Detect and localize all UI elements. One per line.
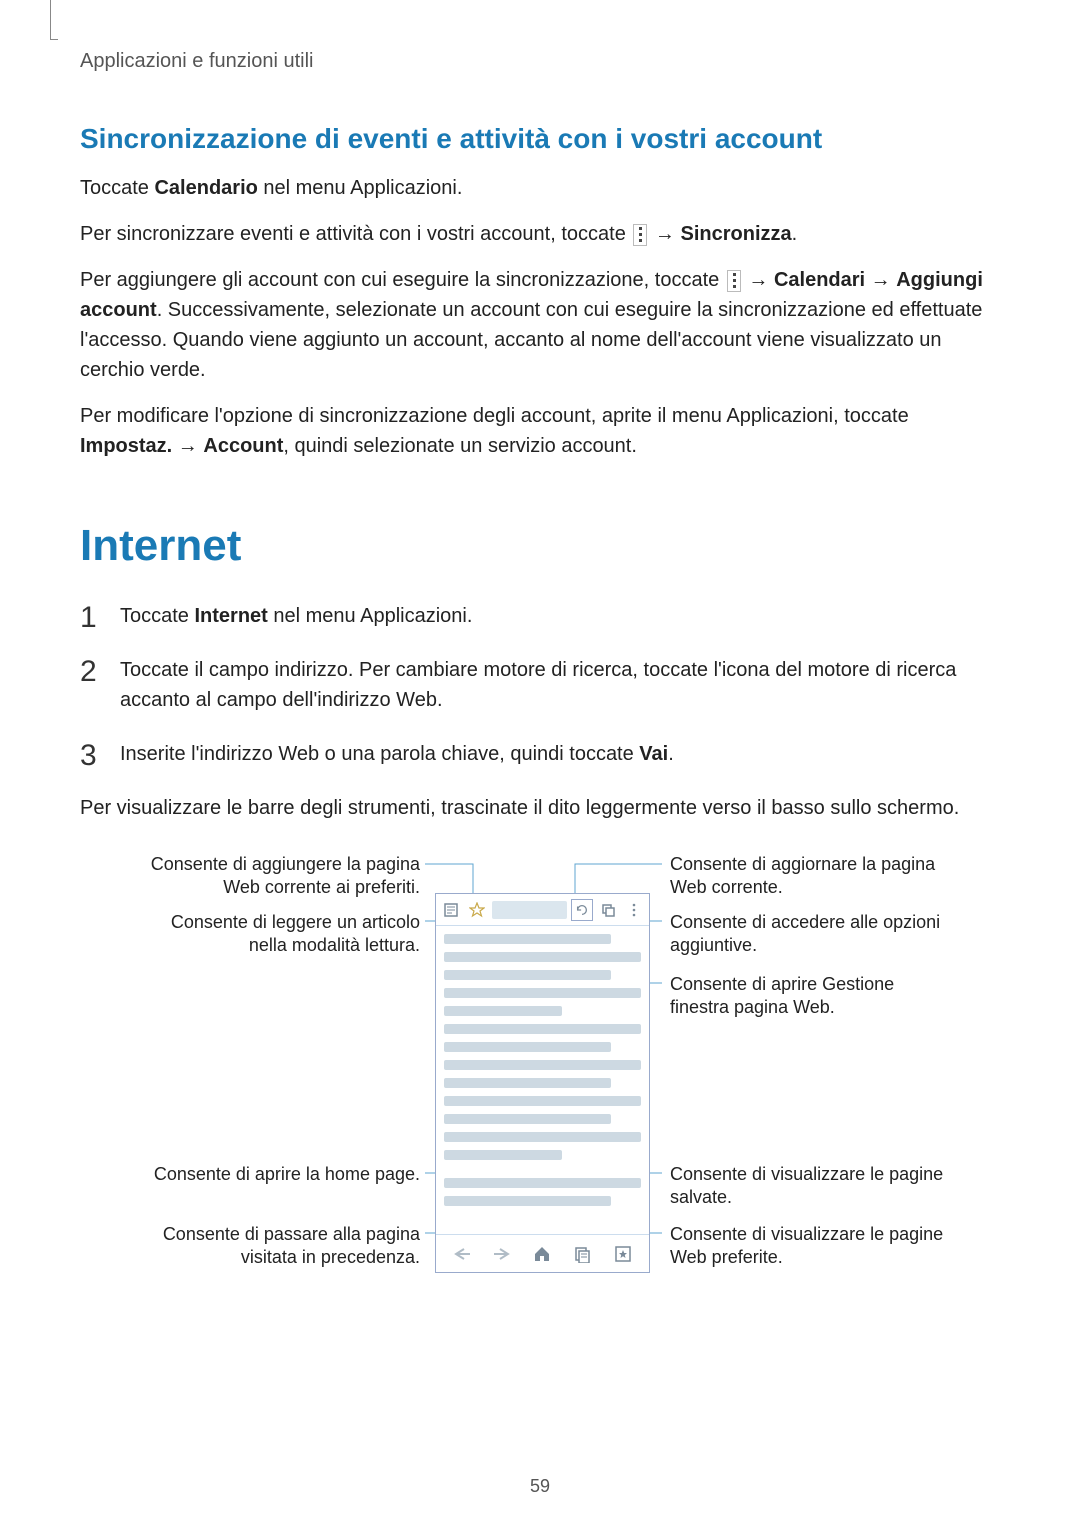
internet-heading: Internet [80, 521, 1000, 571]
text-line [444, 1042, 611, 1052]
saved-pages-icon[interactable] [571, 1242, 595, 1266]
arrow: → [649, 223, 680, 245]
text: Toccate [80, 177, 154, 199]
text-line [444, 1178, 641, 1188]
callout-home: Consente di aprire la home page. [154, 1163, 420, 1186]
text-line [444, 1060, 641, 1070]
text-line [444, 1024, 641, 1034]
callout-bookmarks: Consente di visualizzare le pagine Web p… [670, 1223, 950, 1270]
step-number: 2 [80, 649, 97, 694]
step-number: 3 [80, 733, 97, 778]
text-line [444, 1096, 641, 1106]
step-1: 1 Toccate Internet nel menu Applicazioni… [80, 601, 1000, 631]
text-line [444, 1078, 611, 1088]
text: . [792, 223, 798, 245]
arrow: → [172, 435, 203, 457]
text: Per modificare l'opzione di sincronizzaz… [80, 405, 909, 427]
callout-reload: Consente di aggiornare la pagina Web cor… [670, 853, 950, 900]
breadcrumb: Applicazioni e funzioni utili [80, 50, 1000, 73]
home-icon[interactable] [530, 1242, 554, 1266]
star-icon[interactable] [466, 899, 488, 921]
text: Toccate il campo indirizzo. Per cambiare… [120, 659, 956, 711]
phone-mockup [435, 893, 650, 1273]
callout-add-bookmark: Consente di aggiungere la pagina Web cor… [140, 853, 420, 900]
text: Per sincronizzare eventi e attività con … [80, 223, 631, 245]
text: . [668, 743, 674, 765]
page-tab-decoration [50, 0, 58, 40]
go-label: Vai [639, 743, 668, 765]
callout-more-options: Consente di accedere alle opzioni aggiun… [670, 911, 950, 958]
callout-reader-mode: Consente di leggere un articolo nella mo… [140, 911, 420, 958]
sync-heading: Sincronizzazione di eventi e attività co… [80, 123, 1000, 155]
step-2: 2 Toccate il campo indirizzo. Per cambia… [80, 655, 1000, 715]
reload-icon[interactable] [571, 899, 593, 921]
toolbar-hint: Per visualizzare le barre degli strument… [80, 793, 1000, 823]
more-icon[interactable] [623, 899, 645, 921]
arrow: → [743, 269, 774, 291]
text: Toccate [120, 605, 194, 627]
more-icon [727, 270, 741, 292]
calendars-label: Calendari [774, 269, 865, 291]
arrow: → [865, 269, 896, 291]
text: Inserite l'indirizzo Web o una parola ch… [120, 743, 639, 765]
account-label: Account [203, 435, 283, 457]
sync-p1: Toccate Calendario nel menu Applicazioni… [80, 173, 1000, 203]
text-line [444, 1114, 611, 1124]
text: . Successivamente, selezionate un accoun… [80, 299, 982, 381]
text-line [444, 988, 641, 998]
forward-icon[interactable] [490, 1242, 514, 1266]
callout-saved-pages: Consente di visualizzare le pagine salva… [670, 1163, 950, 1210]
text-line [444, 1196, 611, 1206]
calendar-label: Calendario [154, 177, 257, 199]
text-line [444, 970, 611, 980]
more-icon [633, 224, 647, 246]
browser-top-toolbar [436, 894, 649, 926]
callout-back: Consente di passare alla pagina visitata… [140, 1223, 420, 1270]
windows-icon[interactable] [597, 899, 619, 921]
address-bar[interactable] [492, 901, 567, 919]
browser-bottom-toolbar [436, 1234, 649, 1272]
steps-list: 1 Toccate Internet nel menu Applicazioni… [80, 601, 1000, 769]
step-3: 3 Inserite l'indirizzo Web o una parola … [80, 739, 1000, 769]
text-line [444, 952, 641, 962]
text-line [444, 1006, 562, 1016]
browser-diagram: Consente di aggiungere la pagina Web cor… [80, 853, 1000, 1293]
sync-p4: Per modificare l'opzione di sincronizzaz… [80, 401, 1000, 461]
bookmarks-icon[interactable] [611, 1242, 635, 1266]
internet-label: Internet [194, 605, 267, 627]
text-line [444, 934, 611, 944]
back-icon[interactable] [450, 1242, 474, 1266]
sync-label: Sincronizza [681, 223, 792, 245]
callout-window-manager: Consente di aprire Gestione finestra pag… [670, 973, 950, 1020]
browser-content [436, 926, 649, 1234]
text: nel menu Applicazioni. [258, 177, 463, 199]
text: nel menu Applicazioni. [268, 605, 473, 627]
step-number: 1 [80, 595, 97, 640]
reader-icon[interactable] [440, 899, 462, 921]
text-line [444, 1132, 641, 1142]
text: , quindi selezionate un servizio account… [283, 435, 637, 457]
text-line [444, 1150, 562, 1160]
settings-label: Impostaz. [80, 435, 172, 457]
sync-p3: Per aggiungere gli account con cui esegu… [80, 265, 1000, 385]
sync-p2: Per sincronizzare eventi e attività con … [80, 219, 1000, 249]
page-number: 59 [530, 1476, 550, 1497]
text: Per aggiungere gli account con cui esegu… [80, 269, 725, 291]
